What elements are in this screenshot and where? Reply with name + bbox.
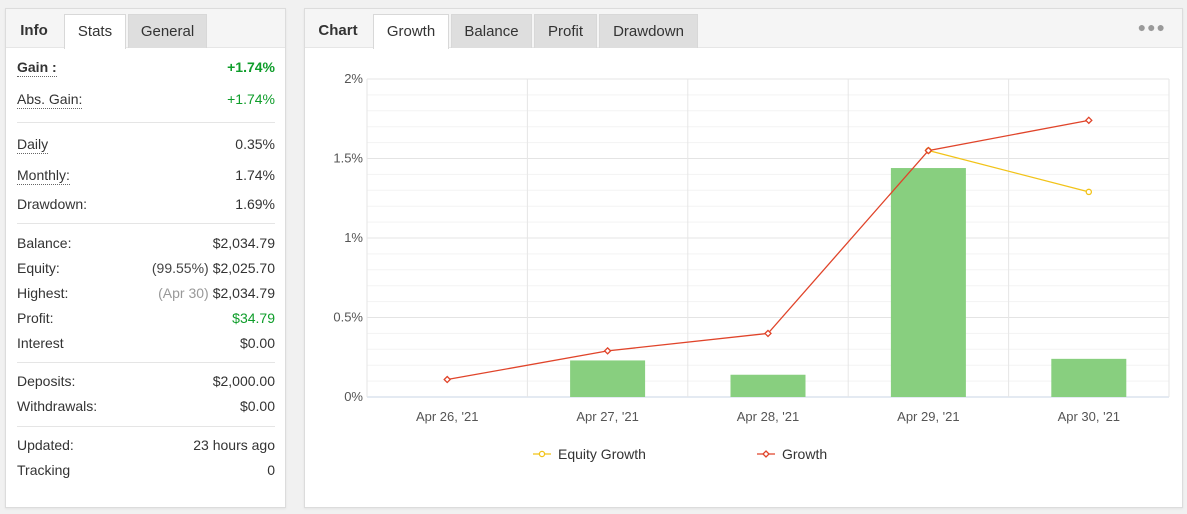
growth-chart: 0% 0.5% 1% 1.5% 2% Apr 26, '21 Apr 27, '21 Apr … [333,71,1170,462]
interest-value: $0.00 [239,335,275,351]
highest-label: Highest: [17,285,69,301]
x-tick-label: Apr 29, '21 [897,409,959,424]
tab-general[interactable]: General [128,14,207,48]
y-tick-label: 0.5% [333,310,363,325]
x-tick-label: Apr 30, '21 [1058,409,1120,424]
balance-label: Balance: [17,235,72,251]
equity-row: Equity: (99.55%) $2,025.70 [17,260,275,280]
gain-value: +1.74% [227,59,275,75]
stats-tabbar: Info Stats General [6,9,285,49]
deposits-row: Deposits: $2,000.00 [17,373,275,393]
equity-label: Equity: [17,260,60,276]
tab-drawdown[interactable]: Drawdown [599,14,698,48]
x-tick-label: Apr 26, '21 [416,409,478,424]
equity-growth-line [928,149,1089,193]
growth-bar [730,374,806,397]
updated-value: 23 hours ago [193,437,275,453]
tab-info[interactable]: Info [20,22,48,39]
tracking-row: Tracking 0 [17,462,275,482]
growth-legend-label: Growth [782,446,827,462]
growth-point [443,375,452,384]
monthly-value: 1.74% [235,167,275,183]
withdrawals-label: Withdrawals: [17,398,98,414]
daily-row: Daily 0.35% [17,136,275,156]
tab-balance[interactable]: Balance [451,14,532,48]
drawdown-label: Drawdown: [17,196,88,212]
equity-value-group: (99.55%) $2,025.70 [152,260,275,276]
interest-label: Interest [17,335,64,351]
growth-point [764,329,772,338]
drawdown-value: 1.69% [235,196,275,212]
y-tick-label: 2% [344,71,363,86]
growth-legend-marker [762,450,770,458]
profit-label: Profit: [17,310,54,326]
tab-stats[interactable]: Stats [64,14,126,49]
profit-row: Profit: $34.79 [17,310,275,330]
equity-growth-legend-marker [538,450,546,458]
balance-row: Balance: $2,034.79 [17,235,275,255]
updated-row: Updated: 23 hours ago [17,437,275,457]
highest-value: $2,034.79 [212,285,275,301]
highest-row: Highest: (Apr 30) $2,034.79 [17,285,275,305]
growth-point [1084,116,1093,125]
profit-value: $34.79 [232,310,275,326]
x-tick-label: Apr 28, '21 [737,409,799,424]
tab-profit[interactable]: Profit [534,14,597,48]
drawdown-row: Drawdown: 1.69% [17,196,275,216]
withdrawals-row: Withdrawals: $0.00 [17,398,275,418]
stats-panel: Info Stats General Gain : +1.74% Abs. Ga… [5,8,286,508]
tab-growth[interactable]: Growth [373,14,449,49]
gain-label[interactable]: Gain : [17,59,57,77]
tracking-value: 0 [267,462,275,478]
deposits-label: Deposits: [17,373,76,389]
equity-percent: (99.55%) [151,260,209,276]
divider [17,426,275,427]
growth-bar [1051,358,1127,397]
divider [17,122,275,123]
tab-chart[interactable]: Chart [318,22,358,39]
growth-bar [570,360,646,397]
y-tick-label: 1% [344,230,363,245]
chart-panel: Chart Growth Balance Profit Drawdown ●●●… [304,8,1183,508]
daily-value: 0.35% [235,136,275,152]
abs-gain-value: +1.74% [227,91,275,107]
equity-value: $2,025.70 [212,260,275,276]
growth-point [924,146,933,155]
growth-point [603,346,612,355]
daily-label[interactable]: Daily [17,136,49,154]
balance-value: $2,034.79 [212,235,275,251]
highest-date: (Apr 30) [158,285,209,301]
divider [17,362,275,363]
equity-growth-point [1085,188,1093,196]
divider [17,223,275,224]
more-dots-icon[interactable]: ●●● [1137,19,1166,35]
chart-tabbar: Chart Growth Balance Profit Drawdown ●●● [305,9,1182,49]
y-tick-label: 1.5% [333,151,363,166]
highest-value-group: (Apr 30) $2,034.79 [158,285,275,301]
growth-line [447,119,1089,381]
gain-row: Gain : +1.74% [17,59,275,79]
abs-gain-row: Abs. Gain: +1.74% [17,91,275,111]
growth-bar [890,168,966,397]
y-tick-label: 0% [344,389,363,404]
monthly-label[interactable]: Monthly: [17,167,70,185]
interest-row: Interest $0.00 [17,335,275,355]
monthly-row: Monthly: 1.74% [17,167,275,187]
x-tick-label: Apr 27, '21 [576,409,638,424]
deposits-value: $2,000.00 [212,373,275,389]
abs-gain-label[interactable]: Abs. Gain: [17,91,83,109]
tracking-label: Tracking [17,462,71,478]
withdrawals-value: $0.00 [239,398,275,414]
updated-label: Updated: [17,437,74,453]
equity-growth-legend-label: Equity Growth [558,446,646,462]
